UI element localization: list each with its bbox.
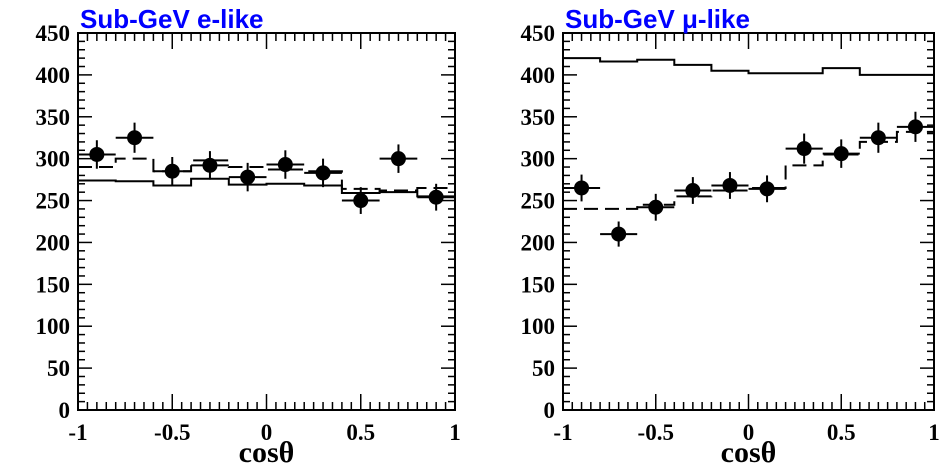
chart-title: Sub-GeV e-like — [80, 4, 264, 34]
y-tick-label: 250 — [36, 189, 71, 214]
x-tick-label: 1 — [449, 420, 461, 445]
y-tick-label: 350 — [36, 105, 71, 130]
x-tick-label: -1 — [553, 420, 572, 445]
data-point — [611, 226, 627, 242]
data-point — [390, 151, 406, 167]
x-tick-label: 0 — [261, 420, 273, 445]
data-point — [759, 181, 775, 197]
y-tick-label: 50 — [47, 356, 70, 381]
data-point — [685, 183, 701, 199]
y-tick-label: 200 — [36, 230, 71, 255]
data-point — [315, 165, 331, 181]
x-tick-label: -0.5 — [154, 420, 190, 445]
x-tick-label: 0.5 — [346, 420, 375, 445]
x-axis-label: cosθ — [239, 436, 295, 467]
y-tick-label: 300 — [521, 147, 556, 172]
data-point — [796, 141, 812, 157]
data-point — [240, 169, 256, 185]
y-tick-label: 250 — [521, 189, 556, 214]
y-tick-label: 100 — [521, 314, 556, 339]
data-point — [870, 130, 886, 146]
data-point — [89, 146, 105, 162]
y-tick-label: 150 — [521, 272, 556, 297]
panel-sub-gev-mu-like: Sub-GeV μ-like 0 50 100 150 200 250 300 350 400 45… — [521, 4, 940, 467]
data-point — [907, 119, 923, 135]
x-axis-label: cosθ — [721, 436, 777, 467]
y-tick-label: 0 — [544, 398, 556, 423]
dashed-histogram-line — [563, 130, 934, 210]
x-tick-label: 0.5 — [827, 420, 856, 445]
solid-histogram-line — [78, 177, 455, 198]
x-tick-label: -1 — [68, 420, 87, 445]
data-point — [202, 157, 218, 173]
plot-frame — [77, 32, 456, 411]
y-tick-label: 350 — [521, 105, 556, 130]
y-tick-label: 400 — [36, 63, 71, 88]
dashed-histogram-line — [78, 157, 455, 192]
y-tick-label: 450 — [36, 21, 71, 46]
y-tick-label: 300 — [36, 147, 71, 172]
y-tick-label: 150 — [36, 272, 71, 297]
data-point — [127, 130, 143, 146]
y-tick-label: 0 — [59, 398, 71, 423]
data-point — [722, 177, 738, 193]
y-tick-label: 450 — [521, 21, 556, 46]
x-tick-label: 0 — [743, 420, 755, 445]
data-point — [648, 199, 664, 215]
data-point — [353, 193, 369, 209]
solid-histogram-line — [563, 57, 934, 76]
data-point — [574, 180, 590, 196]
x-tick-label: 1 — [928, 420, 940, 445]
data-point — [277, 157, 293, 173]
y-tick-label: 50 — [532, 356, 555, 381]
x-tick-label: -0.5 — [638, 420, 674, 445]
y-tick-label: 100 — [36, 314, 71, 339]
y-tick-label: 400 — [521, 63, 556, 88]
y-tick-label: 200 — [521, 230, 556, 255]
data-point — [833, 146, 849, 162]
panel-sub-gev-e-like: Sub-GeV e-like 0 50 100 150 200 250 300 350 400 45… — [36, 4, 461, 467]
chart-title: Sub-GeV μ-like — [565, 4, 750, 34]
